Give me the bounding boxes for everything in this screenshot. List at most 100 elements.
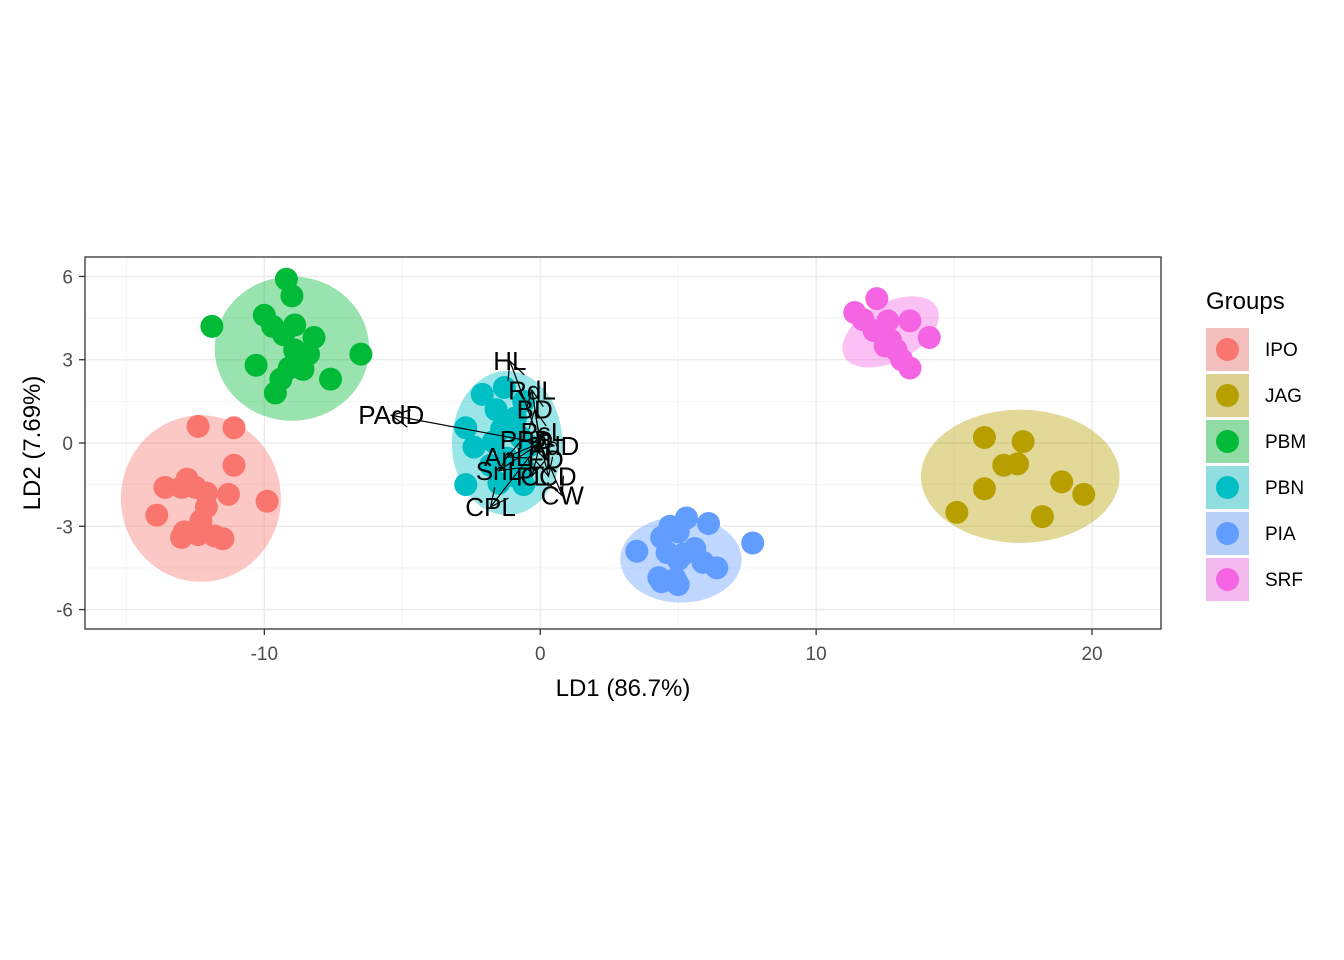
- legend-dot-srf: [1216, 568, 1239, 591]
- legend-dot-pbm: [1216, 430, 1239, 453]
- legend-label-srf: SRF: [1265, 570, 1303, 591]
- point-ipo: [255, 489, 279, 513]
- arrow-padd: [391, 414, 541, 444]
- point-pia: [741, 531, 765, 555]
- point-ipo: [170, 525, 194, 549]
- point-pbm: [291, 357, 315, 381]
- arrowhead-psl: [529, 430, 548, 452]
- arrow-hl: [509, 360, 541, 444]
- point-ipo: [211, 527, 235, 551]
- point-ipo: [222, 453, 246, 477]
- legend-dot-ipo: [1216, 338, 1239, 361]
- point-srf: [898, 309, 922, 333]
- arrowhead-pdd: [534, 433, 556, 452]
- legend-label-ipo: IPO: [1265, 340, 1298, 361]
- legend-label-pbm: PBM: [1265, 432, 1306, 453]
- arrowhead-rdl: [525, 388, 544, 410]
- point-pbm: [200, 314, 224, 338]
- legend-dot-pia: [1216, 522, 1239, 545]
- arrow-label-pdd: PdD: [529, 431, 580, 461]
- point-jag: [1011, 430, 1035, 454]
- point-pia: [625, 539, 649, 563]
- point-pia: [705, 556, 729, 580]
- arrow-ed: [539, 442, 547, 460]
- legend-dot-jag: [1216, 384, 1239, 407]
- point-pbm: [263, 381, 287, 405]
- x-axis-label: LD1 (86.7%): [556, 675, 691, 702]
- arrow-pdd: [540, 442, 555, 447]
- point-jag: [1030, 505, 1054, 529]
- arrow-psl: [539, 431, 544, 444]
- arrow-label-bd: BD: [517, 395, 553, 425]
- x-tick-label: -10: [251, 644, 278, 665]
- point-pbn: [462, 435, 486, 459]
- point-jag: [945, 500, 969, 524]
- point-jag: [972, 425, 996, 449]
- arrowhead-padd: [389, 409, 411, 428]
- legend-dot-pbn: [1216, 476, 1239, 499]
- arrow-cw: [539, 442, 563, 496]
- point-pia: [666, 573, 690, 597]
- point-jag: [972, 477, 996, 501]
- y-tick-label: 0: [62, 434, 73, 455]
- point-srf: [865, 287, 889, 311]
- arrow-anl: [506, 442, 541, 458]
- arrow-label-cw: CW: [541, 481, 585, 511]
- arrow-cpl: [490, 442, 541, 508]
- legend-label-pbn: PBN: [1265, 478, 1304, 499]
- arrowhead-cw: [546, 475, 564, 498]
- y-tick-label: -6: [56, 601, 73, 622]
- data-points: [145, 267, 1096, 597]
- y-tick-label: 3: [62, 351, 73, 372]
- arrow-pl: [531, 442, 541, 477]
- point-pia: [666, 548, 690, 572]
- arrow-label-ed: ED: [528, 445, 564, 475]
- point-pbn: [479, 453, 503, 477]
- point-srf: [898, 356, 922, 380]
- y-tick-label: 6: [62, 267, 73, 288]
- arrow-label-ccd: CCD: [520, 461, 576, 491]
- legend-label-jag: JAG: [1265, 386, 1302, 407]
- x-tick-label: 0: [535, 644, 546, 665]
- arrow-label-padd: PAdD: [358, 400, 424, 430]
- arrowhead-ccd: [535, 456, 554, 478]
- ellipse-jag: [920, 409, 1120, 543]
- point-ipo: [222, 416, 246, 440]
- point-ipo: [145, 503, 169, 527]
- arrow-label-snl: SnL: [476, 456, 522, 486]
- point-pbn: [492, 375, 516, 399]
- legend-title: Groups: [1206, 288, 1285, 315]
- arrow-label-pl: PL: [516, 461, 548, 491]
- arrow-label-cpl: CPL: [465, 492, 516, 522]
- arrowhead-snl: [497, 453, 519, 472]
- point-jag: [1006, 452, 1030, 476]
- x-tick-label: 10: [806, 644, 827, 665]
- arrowhead-bd: [528, 408, 547, 430]
- y-axis-label: LD2 (7.69%): [19, 376, 46, 511]
- point-pbn: [454, 473, 478, 497]
- y-tick-label: -3: [56, 517, 73, 538]
- arrow-label-rdl: RdL: [508, 375, 556, 405]
- x-tick-label: 20: [1081, 644, 1102, 665]
- point-srf: [917, 326, 941, 350]
- axes: -10 0 10 20 -6 -3 0 3 6: [56, 267, 1103, 665]
- point-pbm: [319, 367, 343, 391]
- point-pia: [697, 512, 721, 536]
- arrowhead-cpl: [489, 487, 509, 508]
- point-pbm: [244, 353, 268, 377]
- point-pia: [666, 520, 690, 544]
- point-pbm: [280, 284, 304, 308]
- arrowhead-hl: [507, 359, 525, 382]
- point-pbn: [512, 473, 536, 497]
- point-ipo: [186, 414, 210, 438]
- legend-label-pia: PIA: [1265, 524, 1296, 545]
- point-pbm: [349, 342, 373, 366]
- point-jag: [1072, 482, 1096, 506]
- point-ipo: [153, 475, 177, 499]
- arrow-label-psl: PsL: [521, 417, 566, 447]
- arrow-label-hl: HL: [493, 346, 526, 376]
- arrow-ppd: [526, 439, 541, 444]
- point-jag: [1050, 470, 1074, 494]
